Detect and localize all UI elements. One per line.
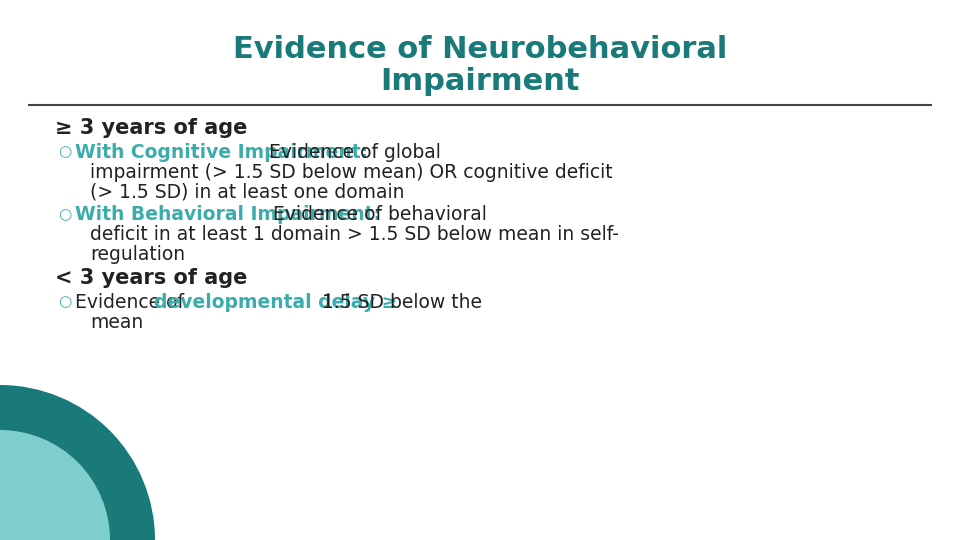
Text: Impairment: Impairment — [380, 68, 580, 97]
Text: With Cognitive Impairment:: With Cognitive Impairment: — [75, 143, 368, 161]
Text: developmental delay ≥: developmental delay ≥ — [154, 293, 397, 312]
Text: ≥ 3 years of age: ≥ 3 years of age — [55, 118, 248, 138]
Text: ○: ○ — [58, 145, 71, 159]
Text: Evidence of Neurobehavioral: Evidence of Neurobehavioral — [233, 36, 727, 64]
Wedge shape — [0, 385, 155, 540]
Text: 1.5 SD below the: 1.5 SD below the — [316, 293, 482, 312]
Text: Evidence of: Evidence of — [75, 293, 190, 312]
Text: (> 1.5 SD) in at least one domain: (> 1.5 SD) in at least one domain — [90, 183, 404, 201]
Wedge shape — [0, 430, 110, 540]
Text: deficit in at least 1 domain > 1.5 SD below mean in self-: deficit in at least 1 domain > 1.5 SD be… — [90, 226, 619, 245]
Text: ○: ○ — [58, 207, 71, 222]
Text: Evidence of global: Evidence of global — [263, 143, 441, 161]
Text: regulation: regulation — [90, 246, 185, 265]
Text: < 3 years of age: < 3 years of age — [55, 268, 248, 288]
Text: impairment (> 1.5 SD below mean) OR cognitive deficit: impairment (> 1.5 SD below mean) OR cogn… — [90, 163, 612, 181]
Text: Evidence of behavioral: Evidence of behavioral — [267, 206, 487, 225]
Text: With Behavioral Impairment:: With Behavioral Impairment: — [75, 206, 381, 225]
Text: mean: mean — [90, 313, 143, 332]
Text: ○: ○ — [58, 294, 71, 309]
